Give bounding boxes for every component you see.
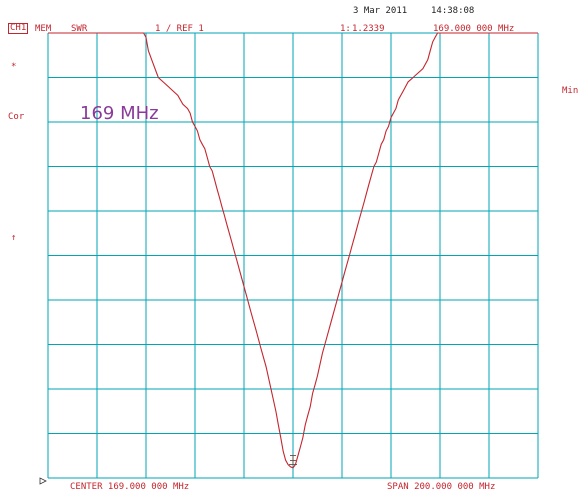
min-indicator: Min <box>562 86 579 96</box>
marker-frequency: 169.000 000 MHz <box>433 24 515 34</box>
marker-label: 1: <box>340 24 351 34</box>
marker-1 <box>289 455 297 466</box>
grid-lines <box>47 32 539 479</box>
frequency-annotation: 169 MHz <box>80 103 159 124</box>
date-readout: 3 Mar 2011 <box>353 6 408 16</box>
span-frequency: SPAN 200.000 000 MHz <box>387 482 496 492</box>
scale-up-arrow-icon: ↑ <box>11 233 17 243</box>
memory-label: MEM <box>35 24 52 34</box>
swr-trace <box>48 32 538 469</box>
marker-1-glyph <box>289 455 297 466</box>
center-frequency: CENTER 169.000 000 MHz <box>70 482 190 492</box>
format-label: SWR <box>71 24 88 34</box>
scale-label: 1 / REF 1 <box>155 24 204 34</box>
correction-indicator: Cor <box>8 112 25 122</box>
reference-position-icon <box>39 477 47 485</box>
time-readout: 14:38:08 <box>431 6 475 16</box>
channel-indicator[interactable]: CH1 <box>8 23 29 34</box>
marker-value: 1.2339 <box>352 24 385 34</box>
star-indicator: * <box>11 62 17 72</box>
